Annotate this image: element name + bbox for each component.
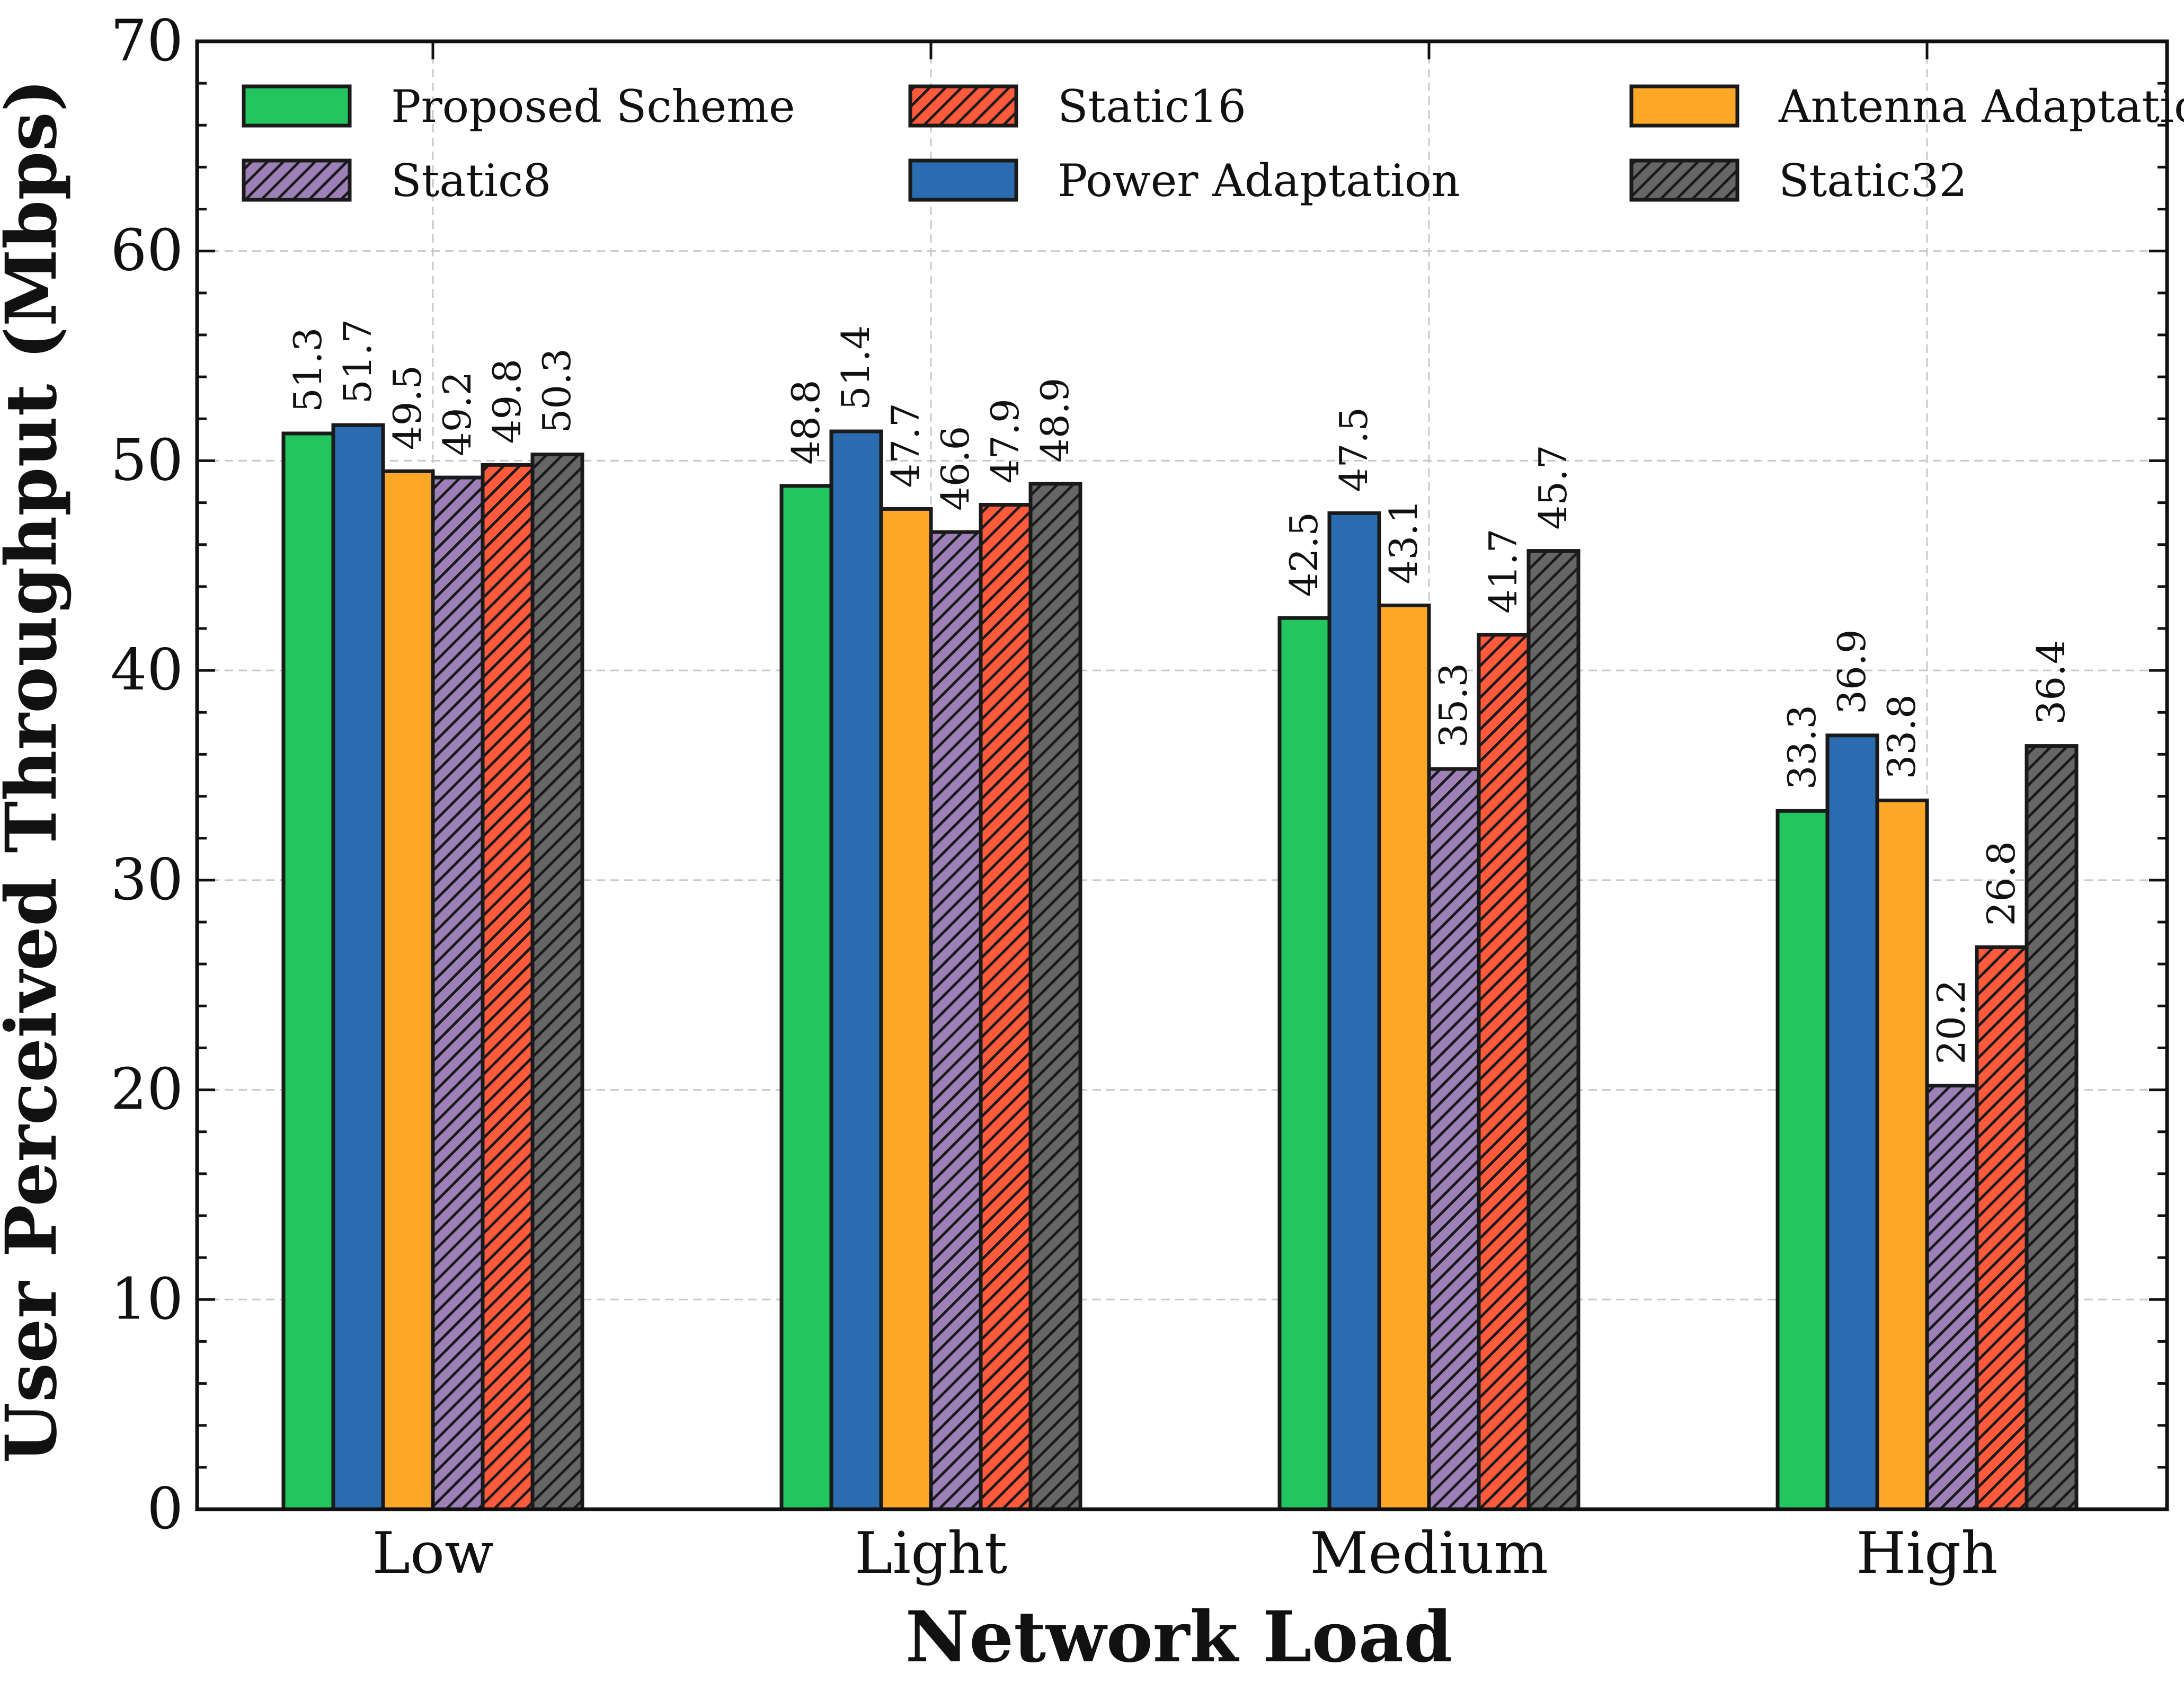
- bar: [281, 431, 335, 1511]
- legend-label: Static16: [1058, 81, 1246, 132]
- plot-frame: [195, 39, 2169, 1511]
- value-label: 33.3: [1780, 705, 1824, 790]
- y-tick-label: 0: [147, 1476, 183, 1542]
- y-tick-label: 50: [111, 427, 183, 493]
- bar: [331, 423, 385, 1511]
- value-label: 36.9: [1830, 630, 1874, 714]
- legend-swatch: [1629, 84, 1739, 128]
- bar: [1875, 798, 1929, 1511]
- legend-swatch-hatch: [1631, 161, 1737, 200]
- bars: [281, 423, 2079, 1511]
- bar: [1327, 511, 1381, 1511]
- bar-hatch: [981, 504, 1031, 1509]
- value-label: 46.6: [933, 426, 978, 511]
- bar: [1775, 809, 1830, 1511]
- legend-item: Static32: [1629, 155, 1967, 207]
- x-tick-label: High: [1856, 1520, 1997, 1587]
- legend-item: Static8: [242, 155, 552, 207]
- axes: 0 10 20 30 40 50 60 70 Low Light Medium High: [111, 8, 2169, 1587]
- bar: [879, 507, 933, 1511]
- bar: [779, 484, 833, 1511]
- value-label: 26.8: [1979, 841, 2023, 926]
- y-tick-label: 20: [111, 1057, 183, 1123]
- value-label: 43.1: [1381, 499, 1426, 584]
- bar-hatch: [433, 477, 483, 1509]
- value-label: 47.5: [1331, 407, 1376, 492]
- legend-item: Antenna Adaptation: [1629, 81, 2184, 132]
- value-label: 51.7: [335, 319, 380, 404]
- bar-hatch: [1927, 1085, 1977, 1509]
- value-label: 49.5: [385, 365, 430, 450]
- legend-swatch-hatch: [244, 161, 350, 200]
- y-tick-label: 30: [111, 847, 183, 913]
- bar-hatch: [483, 465, 532, 1510]
- x-axis-title: Network Load: [905, 1596, 1453, 1678]
- bar-hatch: [1031, 483, 1080, 1509]
- value-label: 50.3: [535, 348, 579, 433]
- y-tick-label: 40: [111, 637, 183, 703]
- y-tick-label: 10: [111, 1266, 183, 1332]
- value-label: 47.9: [983, 399, 1027, 483]
- value-label: 33.8: [1879, 694, 1924, 779]
- value-label: 45.7: [1531, 445, 1575, 529]
- value-label: 51.4: [833, 325, 878, 410]
- legend-label: Static8: [391, 155, 552, 207]
- y-tick-label: 70: [111, 8, 183, 74]
- bar: [381, 469, 435, 1511]
- bar-hatch: [1529, 551, 1578, 1509]
- bar-hatch: [532, 454, 582, 1509]
- legend-label: Static32: [1779, 155, 1967, 207]
- bar-hatch: [2027, 746, 2076, 1509]
- bar: [829, 429, 883, 1511]
- bar: [1825, 733, 1879, 1511]
- legend-item: Proposed Scheme: [242, 81, 795, 132]
- legend-swatch-hatch: [910, 86, 1016, 126]
- bar-hatch: [1479, 634, 1529, 1509]
- x-tick-label: Light: [855, 1520, 1007, 1587]
- legend-swatch: [242, 84, 352, 128]
- bar: [1377, 603, 1431, 1511]
- bar-hatch: [1977, 947, 2027, 1509]
- legend-item: Power Adaptation: [908, 155, 1460, 207]
- x-tick-label: Medium: [1310, 1520, 1548, 1587]
- legend: Proposed Scheme Power Adaptation Antenna A…: [242, 81, 2184, 207]
- value-label: 48.9: [1033, 378, 1077, 463]
- value-labels: 51.3 48.8 42.5 33.3 51.7 51.4 47.5 36.9 49.5 47.7…: [286, 319, 2073, 1065]
- value-label: 35.3: [1431, 663, 1476, 748]
- y-tick-label: 60: [111, 218, 183, 284]
- value-label: 49.2: [435, 371, 480, 456]
- x-tick-label: Low: [372, 1520, 493, 1587]
- value-label: 42.5: [1282, 512, 1326, 597]
- bar: [1277, 616, 1331, 1511]
- legend-item: Static16: [908, 81, 1246, 132]
- bar-hatch: [931, 532, 981, 1509]
- value-label: 48.8: [784, 380, 828, 465]
- value-label: 47.7: [883, 403, 928, 488]
- y-axis-title: User Perceived Throughput (Mbps): [0, 79, 73, 1464]
- value-label: 20.2: [1929, 979, 1974, 1064]
- value-label: 41.7: [1481, 529, 1525, 614]
- value-label: 49.8: [485, 359, 529, 444]
- value-label: 51.3: [286, 327, 330, 412]
- value-label: 36.4: [2029, 640, 2073, 724]
- legend-label: Proposed Scheme: [391, 81, 795, 132]
- legend-label: Power Adaptation: [1058, 155, 1460, 207]
- legend-label: Antenna Adaptation: [1778, 81, 2184, 132]
- bar-hatch: [1429, 769, 1479, 1509]
- legend-swatch: [908, 158, 1018, 202]
